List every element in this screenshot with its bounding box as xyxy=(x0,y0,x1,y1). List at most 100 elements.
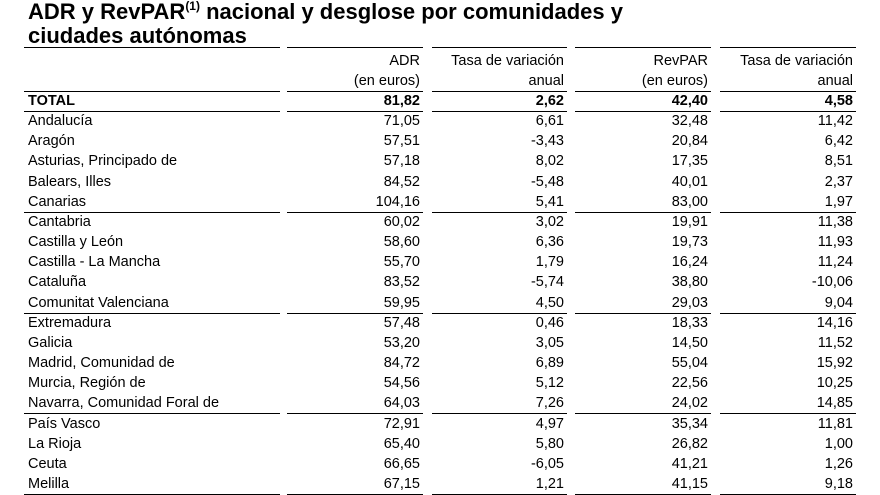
row-label: Canarias xyxy=(28,193,87,210)
cell-value: 57,48 xyxy=(383,314,420,331)
row-label: Andalucía xyxy=(28,113,93,130)
rule xyxy=(287,312,423,314)
cell-value: 19,91 xyxy=(671,213,708,230)
column-header: anual xyxy=(528,73,564,89)
row-label: Madrid, Comunidad de xyxy=(28,355,175,372)
cell-value: -5,48 xyxy=(530,173,564,190)
cell-value: 1,97 xyxy=(824,193,853,210)
row-label: Castilla - La Mancha xyxy=(28,254,161,271)
rule xyxy=(24,413,280,415)
rule xyxy=(24,312,280,314)
cell-value: 8,51 xyxy=(824,153,853,170)
rule xyxy=(287,111,423,112)
rule xyxy=(432,111,567,112)
cell-value: 84,72 xyxy=(383,355,420,372)
row-label: Comunitat Valenciana xyxy=(28,294,169,311)
cell-value: 11,42 xyxy=(817,113,853,130)
rule xyxy=(575,47,711,48)
column-header: Tasa de variación xyxy=(740,53,853,69)
rule xyxy=(24,111,280,112)
row-label: Aragón xyxy=(28,133,75,150)
cell-value: 53,20 xyxy=(383,334,420,351)
cell-value: -6,05 xyxy=(530,455,564,472)
row-label: La Rioja xyxy=(28,435,82,452)
cell-value: -10,06 xyxy=(811,274,853,291)
rule xyxy=(432,47,567,48)
cell-value: 5,12 xyxy=(535,375,564,392)
rule xyxy=(575,91,711,92)
cell-value: 2,37 xyxy=(824,173,853,190)
cell-value: 58,60 xyxy=(383,234,420,251)
cell-value: 38,80 xyxy=(671,274,708,291)
cell-value: 3,02 xyxy=(535,213,564,230)
rule xyxy=(432,211,567,213)
title-sup: (1) xyxy=(185,0,200,13)
cell-value: 6,61 xyxy=(535,113,564,130)
cell-value: 29,03 xyxy=(671,294,708,311)
rule xyxy=(432,312,567,314)
cell-value: 3,05 xyxy=(535,334,564,351)
row-label: Ceuta xyxy=(28,455,67,472)
cell-value: 11,24 xyxy=(817,254,853,271)
rule xyxy=(24,211,280,213)
cell-value: 11,81 xyxy=(817,415,853,432)
cell-value: 18,33 xyxy=(671,314,708,331)
cell-value: 1,79 xyxy=(535,254,564,271)
rule xyxy=(24,47,280,48)
rule xyxy=(287,47,423,48)
row-label: Asturias, Principado de xyxy=(28,153,178,170)
cell-value: 14,85 xyxy=(816,395,853,412)
cell-value: -3,43 xyxy=(530,133,564,150)
cell-value: 19,73 xyxy=(671,234,708,251)
cell-value: 14,50 xyxy=(671,334,708,351)
cell-value: 83,00 xyxy=(671,193,708,210)
rule xyxy=(720,111,856,112)
cell-value: 6,42 xyxy=(824,133,853,150)
column-header: (en euros) xyxy=(353,73,420,89)
cell-value: 6,89 xyxy=(535,355,564,372)
column-header: ADR xyxy=(389,53,420,69)
cell-value: 66,65 xyxy=(383,455,420,472)
rule xyxy=(720,312,856,314)
cell-value: 81,82 xyxy=(383,93,420,109)
cell-value: 17,35 xyxy=(671,153,708,170)
rule xyxy=(720,413,856,415)
rule xyxy=(575,413,711,415)
cell-value: 20,84 xyxy=(671,133,708,150)
cell-value: 67,15 xyxy=(383,476,420,493)
cell-value: 11,38 xyxy=(817,213,853,230)
row-label: Cantabria xyxy=(28,213,91,230)
column-header: Tasa de variación xyxy=(451,53,564,69)
cell-value: 15,92 xyxy=(816,355,853,372)
cell-value: 6,36 xyxy=(535,234,564,251)
cell-value: 22,56 xyxy=(671,375,708,392)
column-header: RevPAR xyxy=(653,53,708,69)
cell-value: 4,58 xyxy=(824,93,853,109)
rule xyxy=(287,413,423,415)
cell-value: 42,40 xyxy=(671,93,708,109)
cell-value: 54,56 xyxy=(383,375,420,392)
row-label: TOTAL xyxy=(28,93,75,109)
cell-value: 5,41 xyxy=(535,193,564,210)
cell-value: 26,82 xyxy=(671,435,708,452)
row-label: Cataluña xyxy=(28,274,87,291)
cell-value: 1,26 xyxy=(824,455,853,472)
cell-value: 84,52 xyxy=(383,173,420,190)
cell-value: 35,34 xyxy=(671,415,708,432)
row-label: País Vasco xyxy=(28,415,101,432)
row-label: Balears, Illes xyxy=(28,173,112,190)
rule xyxy=(720,91,856,92)
rule xyxy=(287,211,423,213)
cell-value: 0,46 xyxy=(535,314,564,331)
cell-value: -5,74 xyxy=(530,274,564,291)
rule xyxy=(432,91,567,92)
title-line2: ciudades autónomas xyxy=(28,23,247,48)
cell-value: 64,03 xyxy=(383,395,420,412)
column-header: anual xyxy=(817,73,853,89)
cell-value: 14,16 xyxy=(816,314,853,331)
row-label: Navarra, Comunidad Foral de xyxy=(28,395,220,412)
rule xyxy=(287,91,423,92)
cell-value: 57,51 xyxy=(383,133,420,150)
rule xyxy=(720,47,856,48)
cell-value: 55,70 xyxy=(383,254,420,271)
